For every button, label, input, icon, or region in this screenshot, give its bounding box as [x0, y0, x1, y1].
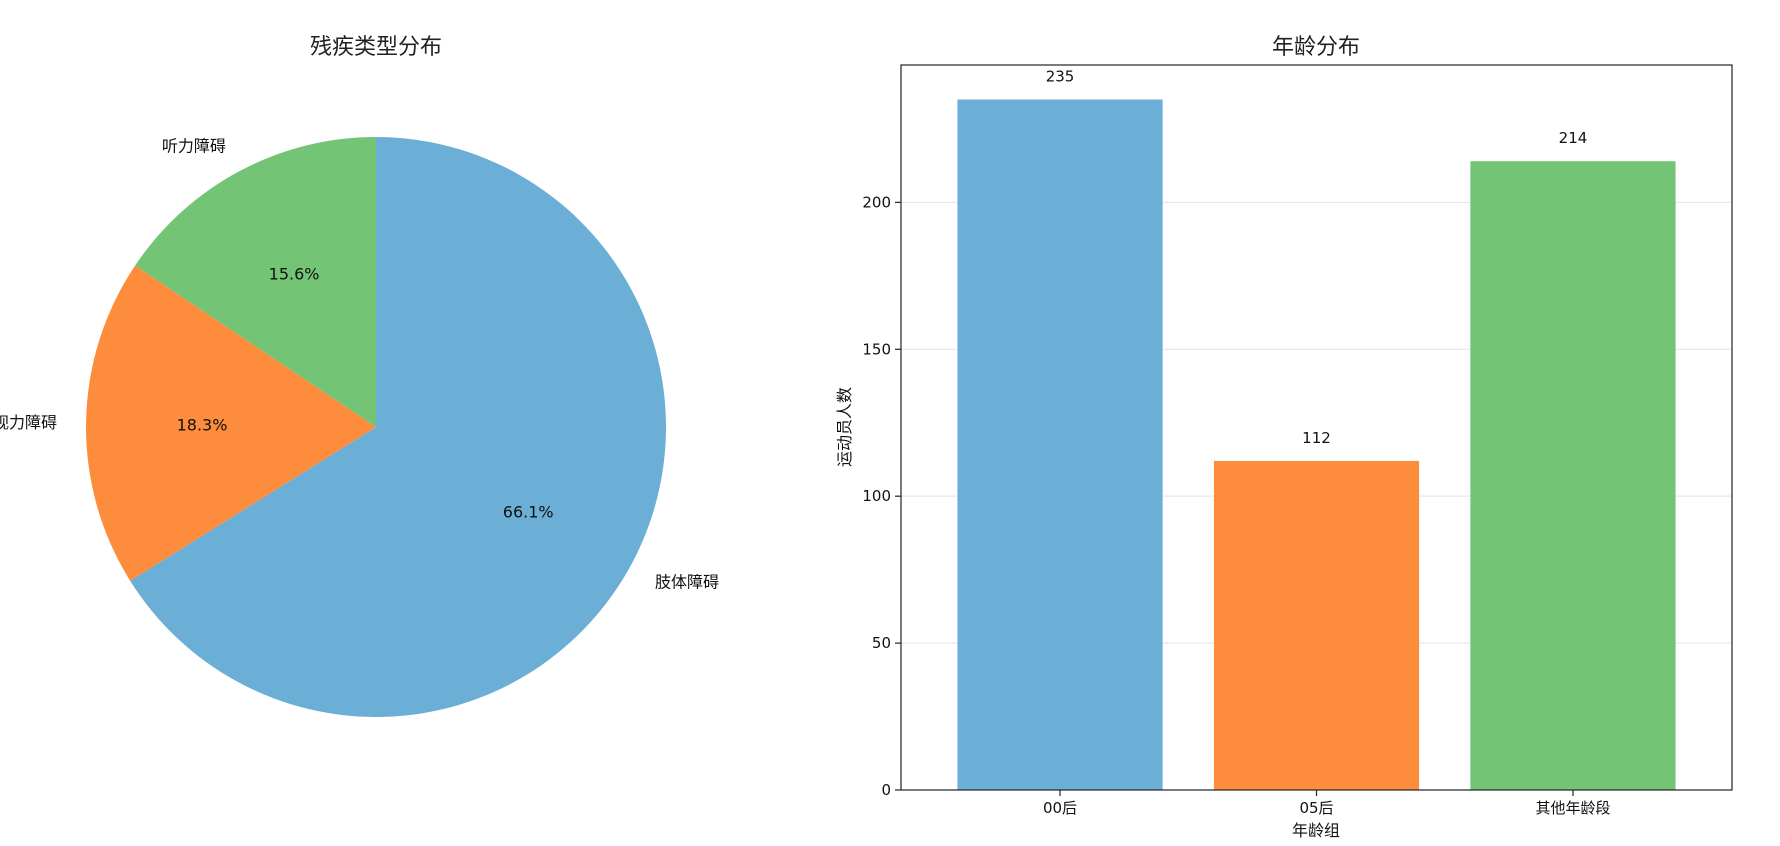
bar-value-label-1: 235 [1046, 68, 1075, 86]
x-tick-label-1: 00后 [1043, 799, 1077, 817]
bar-2 [1213, 460, 1420, 790]
pie-chart: 残疾类型分布 66.1% 肢体障碍 18.3% 视力障碍 15.6% 听力障碍 [0, 35, 719, 717]
bar-value-label-3: 214 [1559, 129, 1588, 147]
pie-percent-label-1: 66.1% [503, 502, 554, 521]
pie-slices [86, 137, 666, 717]
y-tick-label-4: 150 [862, 340, 891, 358]
y-tick-label-5: 200 [862, 193, 891, 211]
bar-chart-title: 年龄分布 [1272, 35, 1360, 60]
y-tick-label-1: 0 [881, 781, 891, 799]
bar-3 [1470, 161, 1676, 790]
pie-slice-3 [135, 137, 376, 427]
pie-category-label-2: 视力障碍 [0, 413, 57, 432]
y-axis-ticks: 0 50 100 150 200 [862, 193, 901, 799]
bar-bars: 235 112 214 [957, 68, 1676, 791]
pie-percent-label-3: 15.6% [269, 264, 320, 283]
x-tick-label-3: 其他年龄段 [1535, 799, 1610, 817]
pie-chart-title: 残疾类型分布 [310, 35, 442, 60]
y-tick-label-3: 100 [862, 487, 891, 505]
y-tick-label-2: 50 [872, 634, 891, 652]
pie-percent-label-2: 18.3% [177, 415, 228, 434]
x-axis-label: 年龄组 [1292, 821, 1340, 840]
pie-slice-1 [130, 137, 666, 717]
x-tick-label-2: 05后 [1299, 799, 1333, 817]
pie-labels: 66.1% 肢体障碍 18.3% 视力障碍 15.6% 听力障碍 [0, 137, 719, 592]
y-axis-label: 运动员人数 [835, 387, 854, 467]
bar-value-label-2: 112 [1302, 429, 1331, 447]
pie-category-label-1: 肢体障碍 [655, 573, 719, 592]
pie-slice-2 [86, 265, 377, 581]
x-axis-ticks: 00后 05后 其他年龄段 [1043, 790, 1610, 817]
pie-category-label-3: 听力障碍 [162, 137, 226, 156]
bar-1 [957, 99, 1163, 791]
